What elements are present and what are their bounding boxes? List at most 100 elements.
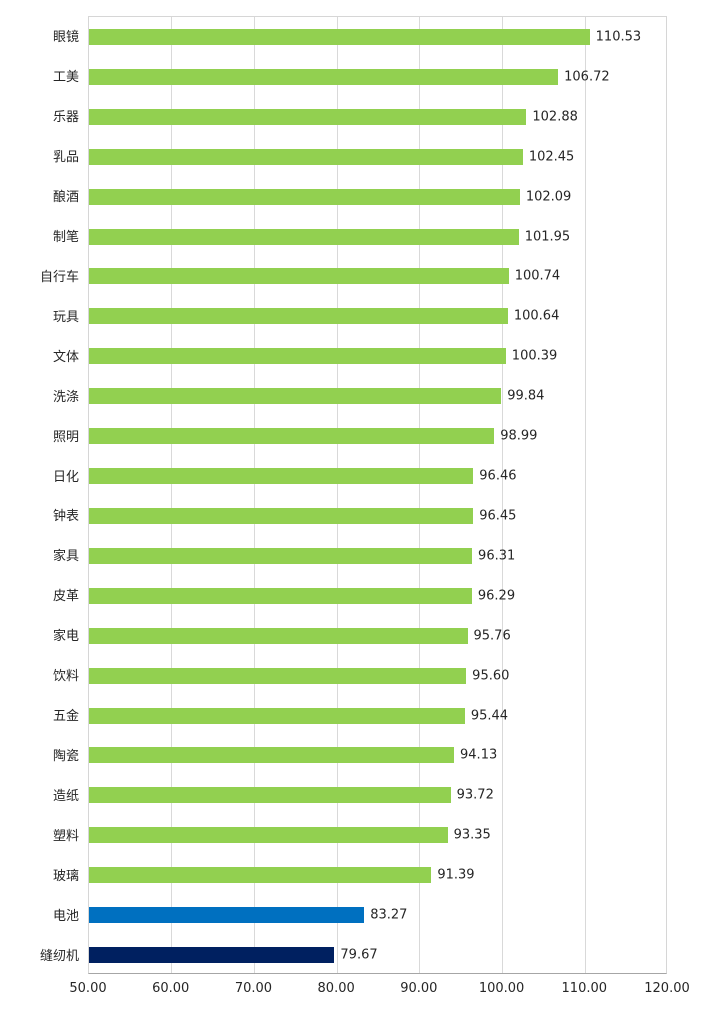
bar bbox=[89, 587, 472, 604]
bar bbox=[89, 947, 335, 964]
category-label: 乳品 bbox=[52, 150, 79, 166]
category-label: 制笔 bbox=[52, 230, 79, 246]
x-tick-label: 100.00 bbox=[478, 981, 525, 996]
value-label: 102.45 bbox=[528, 149, 575, 165]
x-axis: 50.00 60.00 70.00 80.00 90.00 100.00 110.00 120… bbox=[69, 981, 689, 1001]
bar bbox=[89, 627, 468, 644]
value-label: 79.67 bbox=[340, 947, 378, 963]
category-label: 乐器 bbox=[52, 110, 79, 126]
value-label: 102.88 bbox=[532, 109, 578, 125]
bar-row: 94.13 bbox=[89, 736, 666, 776]
bar-row: 91.39 bbox=[89, 855, 666, 895]
value-label: 96.31 bbox=[478, 548, 516, 564]
bar bbox=[89, 228, 519, 245]
bar-row: 79.67 bbox=[89, 935, 666, 975]
bar-row: 93.72 bbox=[89, 775, 666, 815]
category-label: 家具 bbox=[52, 549, 79, 565]
x-tick-label: 110.00 bbox=[561, 981, 608, 996]
bar bbox=[89, 348, 506, 365]
bar-row: 100.39 bbox=[89, 336, 666, 376]
bar bbox=[89, 28, 590, 45]
bar-row: 93.35 bbox=[89, 815, 666, 855]
bar-row: 96.46 bbox=[89, 456, 666, 496]
bar bbox=[89, 388, 502, 405]
category-label: 玻璃 bbox=[52, 868, 79, 884]
value-label: 96.46 bbox=[479, 468, 517, 484]
category-label: 自行车 bbox=[39, 269, 79, 285]
category-label: 洗涤 bbox=[52, 389, 79, 405]
value-label: 95.44 bbox=[470, 708, 509, 724]
gridline bbox=[171, 17, 173, 973]
bar-row: 106.72 bbox=[89, 57, 666, 97]
bar-row: 95.44 bbox=[89, 696, 666, 736]
gridline bbox=[253, 17, 255, 973]
bar bbox=[89, 308, 508, 325]
bar-row: 95.60 bbox=[89, 656, 666, 696]
bar-row: 102.45 bbox=[89, 137, 666, 177]
value-label: 100.64 bbox=[513, 308, 560, 324]
x-tick-label: 50.00 bbox=[69, 981, 107, 996]
category-label: 皮革 bbox=[52, 589, 79, 605]
bar-row: 100.64 bbox=[89, 296, 666, 336]
bar bbox=[89, 188, 520, 205]
category-label: 造纸 bbox=[52, 788, 79, 804]
bar-row: 99.84 bbox=[89, 376, 666, 416]
value-label: 83.27 bbox=[370, 907, 408, 923]
bar bbox=[89, 787, 451, 804]
value-label: 98.99 bbox=[500, 428, 538, 444]
category-label: 酿酒 bbox=[52, 190, 79, 206]
value-label: 101.95 bbox=[524, 229, 571, 245]
x-tick-label: 70.00 bbox=[234, 981, 273, 996]
value-label: 93.72 bbox=[456, 787, 494, 803]
value-label: 99.84 bbox=[507, 388, 545, 404]
x-tick-label: 80.00 bbox=[317, 981, 355, 996]
category-label: 陶瓷 bbox=[52, 748, 79, 764]
bar bbox=[89, 707, 465, 724]
category-label: 五金 bbox=[52, 709, 79, 725]
value-label: 93.35 bbox=[453, 827, 491, 843]
category-axis: 眼镜 工美 乐器 乳品 酿酒 制笔 自行车 玩具 文体 洗涤 照明 日化 钟表 家具 皮革 家电 饮料 五金 陶瓷造… bbox=[0, 16, 84, 974]
category-label: 塑料 bbox=[52, 828, 79, 844]
category-label: 电池 bbox=[52, 908, 79, 924]
x-tick-label: 120.00 bbox=[644, 981, 690, 996]
bar bbox=[89, 507, 474, 524]
gridline bbox=[502, 17, 504, 973]
bar-row: 110.53 bbox=[89, 17, 666, 57]
bar-row: 98.99 bbox=[89, 416, 666, 456]
gridline bbox=[584, 17, 586, 973]
bar-row: 95.76 bbox=[89, 616, 666, 656]
category-label: 文体 bbox=[52, 349, 79, 365]
category-label: 钟表 bbox=[52, 509, 79, 525]
bar bbox=[89, 108, 527, 125]
bar-row: 102.09 bbox=[89, 177, 666, 217]
bar bbox=[89, 747, 455, 764]
value-label: 94.13 bbox=[460, 747, 498, 763]
bar bbox=[89, 428, 495, 445]
category-label: 日化 bbox=[52, 469, 79, 485]
value-label: 100.74 bbox=[514, 268, 561, 284]
x-tick-label: 90.00 bbox=[400, 981, 438, 996]
bar-row: 83.27 bbox=[89, 895, 666, 935]
value-label: 91.39 bbox=[437, 867, 475, 883]
bar-row: 102.88 bbox=[89, 97, 666, 137]
value-label: 96.45 bbox=[479, 508, 517, 524]
bar bbox=[89, 667, 467, 684]
bar-row: 100.74 bbox=[89, 257, 666, 297]
category-label: 眼镜 bbox=[52, 30, 79, 46]
bar bbox=[89, 547, 473, 564]
value-label: 110.53 bbox=[595, 29, 642, 45]
category-label: 玩具 bbox=[52, 309, 79, 325]
bar-row: 96.31 bbox=[89, 536, 666, 576]
gridline bbox=[419, 17, 421, 973]
bar-row: 96.45 bbox=[89, 496, 666, 536]
bar bbox=[89, 148, 523, 165]
bar bbox=[89, 907, 365, 924]
bar-row: 101.95 bbox=[89, 217, 666, 257]
value-label: 106.72 bbox=[564, 69, 610, 85]
category-label: 饮料 bbox=[52, 669, 79, 685]
value-label: 95.76 bbox=[473, 628, 511, 644]
category-label: 工美 bbox=[52, 70, 79, 86]
plot-area: 110.53 106.72 102.88 102.45 102.09 101.95 100.… bbox=[88, 16, 667, 974]
category-label: 照明 bbox=[52, 429, 79, 445]
bar bbox=[89, 268, 509, 285]
